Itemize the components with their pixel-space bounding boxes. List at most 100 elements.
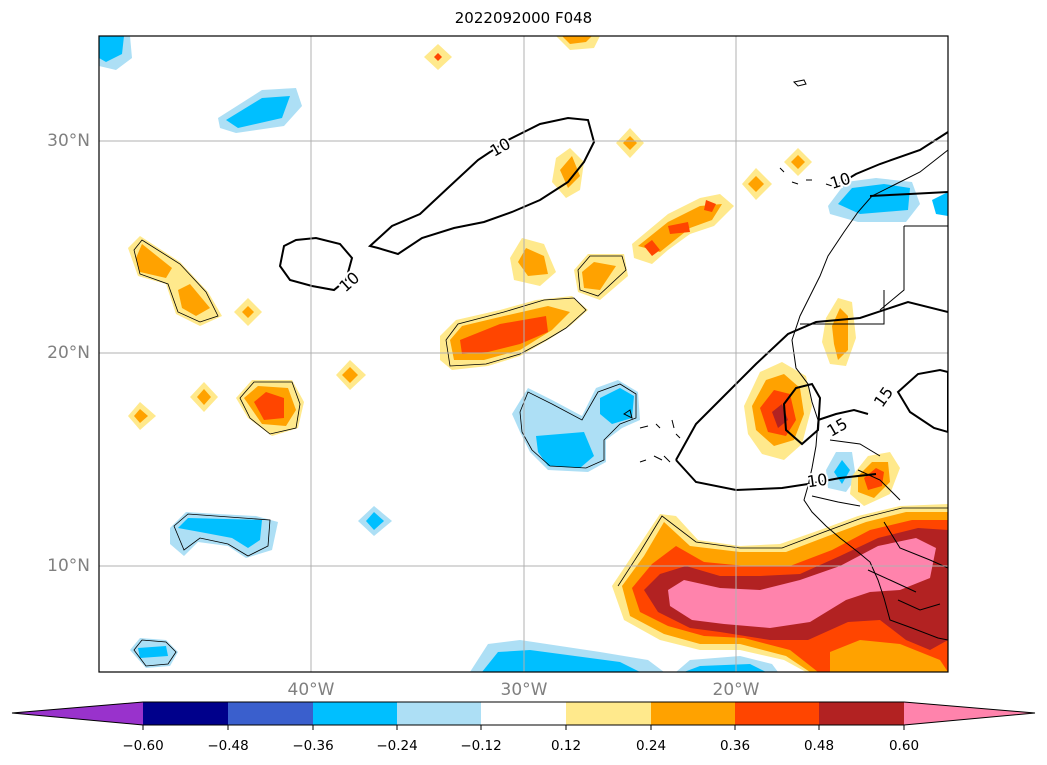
country-border-d [857, 469, 901, 501]
anomaly-outlines [133, 239, 948, 667]
lon-label-30w: 30°W [500, 680, 548, 700]
pos-diamond-28n-east-core [748, 176, 764, 192]
lat-label-30n: 30°N [47, 131, 90, 151]
colorbar-bin [566, 702, 651, 725]
gridlines [99, 36, 948, 672]
pos-diamond-19n-core [342, 367, 358, 383]
contour-10-southeast-lower [675, 459, 877, 492]
cape-verde-1 [623, 409, 633, 419]
canary-islands [779, 167, 833, 187]
neg-blob-bottom-mid-core [482, 650, 640, 672]
pos-blob-14n-east-hot [864, 468, 884, 490]
neg-blob-east-edge [932, 192, 948, 216]
pos-south-lvl5 [668, 538, 936, 628]
contour-15-inner [782, 382, 822, 446]
pos-diamond-22n-core [242, 306, 254, 318]
lon-label-20w: 20°W [712, 680, 760, 700]
pos-band-27n-hot-b [668, 222, 690, 234]
cape-verde-3 [639, 455, 671, 463]
neg-blob-bottom-right-core [684, 664, 766, 672]
plot-frame [98, 35, 949, 673]
pos-blob-west-24n-core [136, 244, 172, 278]
colorbar-tick-label: −0.36 [292, 738, 334, 754]
pos-blob-24n-east-core [582, 262, 616, 290]
cape-verde-2 [639, 419, 681, 439]
colorbar-bin [819, 702, 904, 725]
pos-blob-top-core [562, 36, 592, 44]
country-border-b [879, 226, 905, 311]
pos-south-bottom-hot [830, 640, 948, 672]
colorbar-bin [651, 702, 735, 725]
colorbar-bin [397, 702, 481, 725]
pos-blob-28n-core [560, 156, 580, 188]
colorbar-tick-label: 0.48 [803, 738, 835, 754]
colorbar-under-triangle [12, 702, 143, 725]
contour-10-ne [835, 131, 948, 187]
pos-diamond-17n-core [134, 409, 148, 423]
colorbar-bin [228, 702, 313, 725]
country-border-i [829, 439, 881, 457]
map-title: 2022092000 F048 [454, 9, 593, 27]
outline-south [617, 507, 948, 587]
pos-diamond-18n-core [197, 389, 211, 405]
country-border-f [867, 569, 917, 593]
country-border-g [897, 599, 941, 611]
colorbar-tick-label: −0.60 [122, 738, 164, 754]
pos-diamond-30n-core [623, 136, 637, 150]
contour-label: 10 [806, 470, 829, 492]
pos-band-27n-hot-a [644, 240, 660, 256]
colorbar-tick-label: 0.24 [635, 738, 667, 754]
colorbar-bin [735, 702, 819, 725]
madeira [792, 79, 807, 87]
country-border-e [883, 521, 948, 569]
neg-blob-nw-corner-core [99, 36, 124, 62]
colorbar-bin [313, 702, 397, 725]
neg-blob-33n-core [226, 96, 290, 128]
pos-diamond-29n-east-core [791, 155, 805, 169]
colorbar-bin [481, 702, 566, 725]
country-border-c [800, 290, 885, 325]
pos-blob-west-22n-core [178, 284, 210, 316]
colorbar-tick-label: 0.60 [888, 738, 920, 754]
positive-anomaly-regions [128, 36, 948, 672]
outline-5n [133, 639, 177, 667]
contour-15-east [896, 368, 948, 434]
outline-16n [519, 383, 637, 469]
outline-12n-west [173, 513, 271, 557]
colorbar [11, 701, 1036, 730]
neg-diamond-37w-core [366, 512, 384, 530]
neg-blob-africa-coast-core [838, 184, 910, 214]
contour-10-southeast [675, 300, 948, 461]
contour-10-ne-lower [869, 191, 948, 197]
neg-blob-12n-west-core [178, 518, 262, 548]
lon-label-40w: 40°W [287, 680, 335, 700]
colorbar-bin [143, 702, 228, 725]
neg-blob-5n-west-core [138, 646, 168, 658]
outline-24n-east [577, 255, 627, 297]
colorbar-tick-label: 0.36 [719, 738, 751, 754]
contour-15-coast [817, 408, 869, 421]
contour-10-west [278, 236, 354, 292]
coastlines [623, 79, 948, 641]
colorbar-tick-label: 0.12 [550, 738, 582, 754]
outline-21n-band [445, 297, 587, 367]
thick-contours [278, 116, 948, 492]
pos-blob-24n-mid-core [518, 248, 548, 276]
contour-10-north [367, 116, 596, 256]
lat-label-10n: 10°N [47, 556, 90, 576]
outline-17n-west [239, 381, 301, 435]
outline-west-24n [133, 239, 219, 323]
colorbar-over-triangle [904, 702, 1035, 725]
neg-blob-16n-core [536, 432, 594, 468]
colorbar-ticks [142, 725, 905, 730]
pos-diamond-34n-core [434, 53, 442, 61]
pos-band-27n-hot-c [704, 200, 716, 212]
africa-coastline [791, 149, 948, 641]
colorbar-tick-label: −0.48 [207, 738, 249, 754]
negative-anomaly-regions [99, 36, 948, 672]
colorbar-tick-label: −0.24 [376, 738, 418, 754]
pos-blob-17n-west-hot [254, 392, 284, 420]
country-border-h [811, 495, 861, 507]
pos-band-21n-hot [460, 316, 548, 354]
